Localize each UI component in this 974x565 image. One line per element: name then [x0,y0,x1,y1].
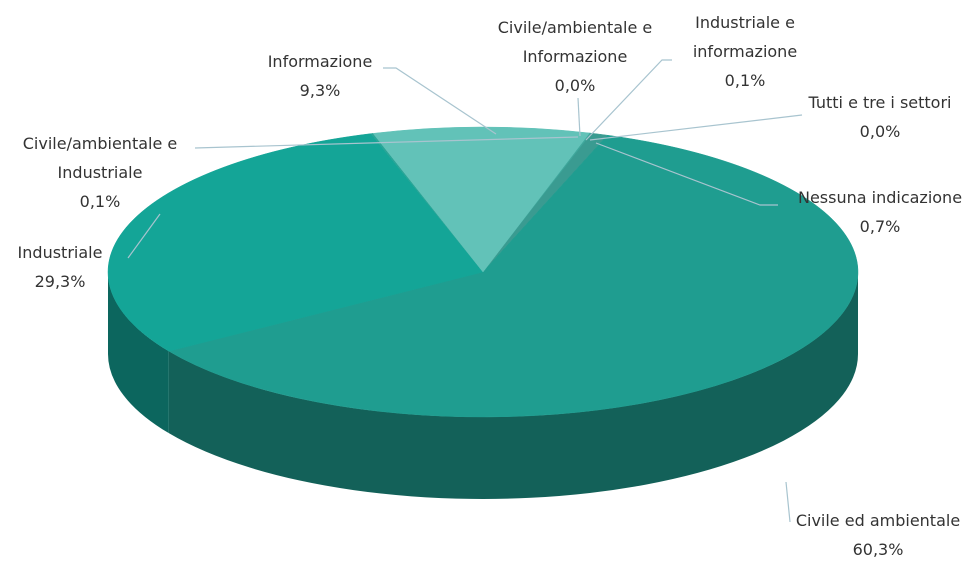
label-value: 60,3% [852,540,904,559]
leader-line [585,59,672,141]
label-name: Nessuna indicazione [797,188,963,207]
label-name: Industriale [17,243,103,262]
label-value: 9,3% [299,81,341,100]
pie-slice [372,126,590,273]
data-label: Civile ed ambientale 60,3% [796,506,960,564]
pie-slice [107,133,484,352]
data-label: Nessuna indicazione 0,7% [798,183,962,241]
label-name: Civile/ambientale e Industriale [22,134,178,182]
label-value: 0,0% [859,122,901,141]
leader-line [595,142,778,206]
leader-line [127,213,161,259]
label-value: 0,7% [859,217,901,236]
slice-side [168,272,859,499]
label-name: Informazione [267,52,373,71]
label-name: Industriale e informazione [692,13,798,61]
data-label: Industriale e informazione 0,1% [693,8,797,95]
leader-line [577,97,581,137]
data-label: Informazione 9,3% [268,47,373,105]
label-name: Civile ed ambientale [795,511,961,530]
data-label: Civile/ambientale e Informazione 0,0% [498,13,652,100]
label-value: 29,3% [34,272,86,291]
leader-line [383,67,497,135]
data-label: Tutti e tre i settori 0,0% [809,88,952,146]
data-label: Industriale 29,3% [18,238,103,296]
pie-slice [168,134,859,418]
pie-sides [108,272,859,499]
label-value: 0,0% [554,76,596,95]
label-value: 0,1% [79,192,121,211]
label-value: 0,1% [724,71,766,90]
slice-side [108,272,169,434]
leader-line [589,114,803,141]
label-name: Tutti e tre i settori [808,93,952,112]
label-name: Civile/ambientale e Informazione [497,18,653,66]
data-label: Civile/ambientale e Industriale 0,1% [23,129,177,216]
leader-line [194,136,579,149]
leader-line [785,481,791,523]
